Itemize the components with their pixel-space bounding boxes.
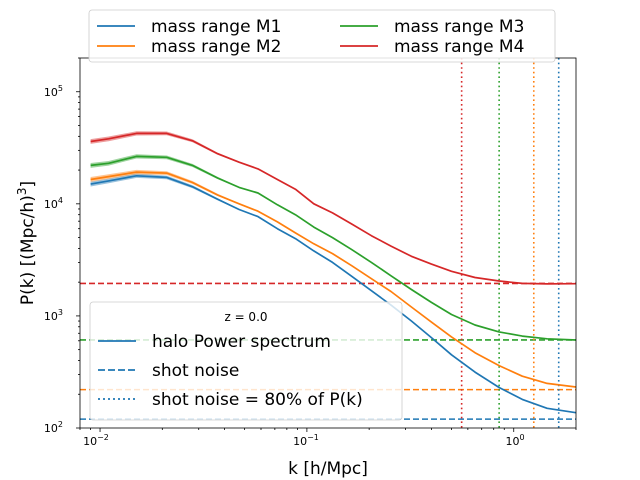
y-tick-label-2: 104 [44, 196, 63, 211]
y-tick-label-0: 102 [44, 420, 63, 435]
legend-label-shot-noise: shot noise [152, 361, 239, 381]
power-spectrum-line-m1 [90, 174, 576, 414]
legend-label-shot-noise-80: shot noise = 80% of P(k) [152, 390, 363, 410]
power-spectrum-line-m4 [90, 132, 576, 285]
y-tick-label-3: 105 [44, 84, 63, 99]
x-tick-label-0: 10−2 [83, 433, 109, 448]
power-spectrum-line-m2 [90, 171, 576, 388]
legend-bottom-box [89, 301, 403, 421]
x-tick-label-2: 100 [505, 433, 524, 448]
legend-bottom: z = 0.0 halo Power spectrum shot noise s… [89, 301, 403, 421]
x-axis-label: k [h/Mpc] [288, 459, 368, 479]
power-spectrum-line-m3 [90, 155, 576, 341]
legend-label-m2: mass range M2 [151, 37, 281, 57]
x-tick-label-1: 10−1 [293, 433, 319, 448]
y-tick-label-1: 103 [44, 308, 63, 323]
legend-bottom-title: z = 0.0 [224, 310, 267, 324]
axis-ticks [76, 57, 577, 432]
legend-top-box [88, 9, 556, 63]
power-spectrum-lines [90, 132, 576, 414]
legend-top: mass range M1 mass range M2 mass range M… [88, 9, 556, 63]
legend-label-m1: mass range M1 [151, 17, 281, 37]
legend-label-m4: mass range M4 [394, 37, 524, 57]
error-band-m4 [90, 131, 576, 284]
legend-label-m3: mass range M3 [394, 17, 524, 37]
legend-label-halo: halo Power spectrum [152, 332, 331, 352]
y-axis-label: P(k) [(Mpc/h)3] [15, 181, 38, 305]
